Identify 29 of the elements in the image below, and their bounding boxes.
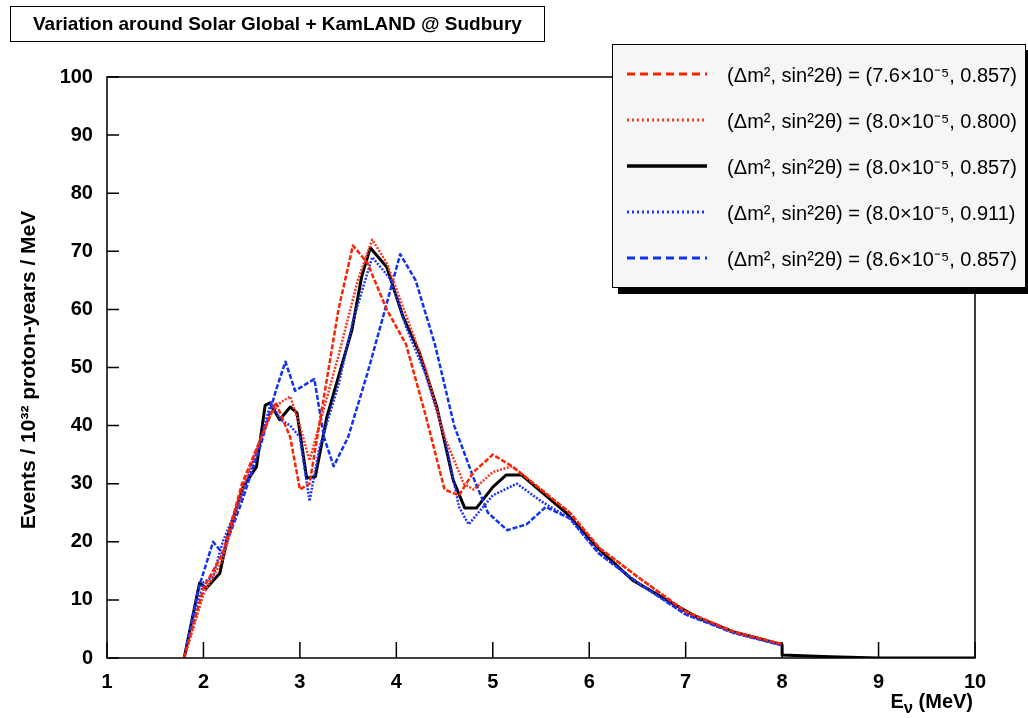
y-tick-label: 30 (70, 471, 93, 494)
y-axis-title: Events / 10³² proton-years / MeV (16, 210, 40, 530)
legend-label: (Δm², sin²2θ) = (8.0×10⁻⁵, 0.800) (727, 108, 1017, 134)
y-tick-label: 80 (70, 180, 93, 203)
y-tick-label: 100 (59, 64, 93, 87)
x-tick-label: 6 (583, 669, 595, 692)
x-tick-label: 10 (963, 669, 987, 692)
x-tick-label: 5 (487, 669, 499, 692)
y-tick-label: 90 (70, 122, 93, 145)
y-tick-label: 40 (70, 413, 93, 436)
x-tick-label: 9 (872, 669, 885, 692)
chart-title: Variation around Solar Global + KamLAND @ Sudbury (10, 6, 545, 42)
y-tick-label: 0 (81, 645, 93, 668)
y-tick-label: 60 (70, 296, 93, 319)
x-tick-label: 3 (294, 669, 306, 692)
legend-label: (Δm², sin²2θ) = (8.0×10⁻⁵, 0.911) (727, 200, 1016, 226)
x-axis-title: E$_{ν}$ (MeV) (890, 690, 973, 718)
legend-label: (Δm², sin²2θ) = (8.0×10⁻⁵, 0.857) (727, 154, 1017, 180)
x-tick-label: 2 (197, 669, 210, 692)
y-tick-label: 50 (70, 355, 93, 378)
x-tick-label: 8 (776, 669, 788, 692)
legend-label: (Δm², sin²2θ) = (7.6×10⁻⁵, 0.857) (727, 62, 1017, 88)
y-tick-label: 20 (70, 529, 93, 552)
x-tick-label: 1 (101, 669, 113, 692)
x-tick-label: 7 (680, 669, 692, 692)
y-tick-label: 10 (70, 587, 93, 610)
y-tick-label: 70 (70, 238, 93, 261)
legend-label: (Δm², sin²2θ) = (8.6×10⁻⁵, 0.857) (727, 246, 1017, 272)
x-tick-label: 4 (390, 669, 403, 692)
